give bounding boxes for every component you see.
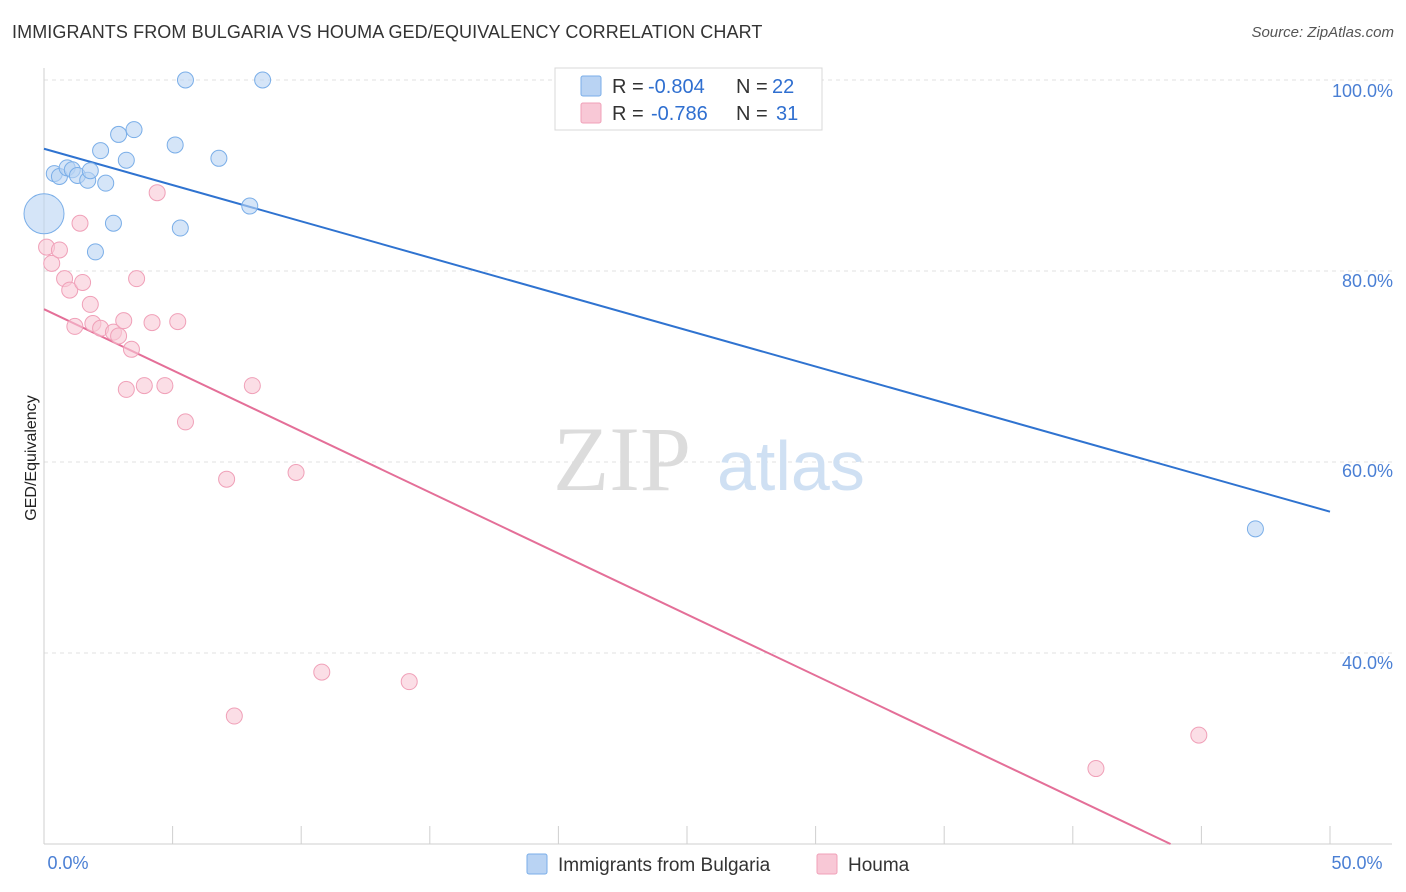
trend-lines bbox=[43, 147, 1331, 845]
point-houma bbox=[143, 314, 161, 332]
data-points bbox=[23, 71, 1264, 778]
point-bulgaria bbox=[1246, 520, 1264, 538]
point-houma bbox=[176, 413, 194, 431]
point-houma bbox=[115, 312, 133, 330]
point-bulgaria bbox=[97, 174, 115, 192]
grid-lines bbox=[44, 79, 1392, 654]
point-houma bbox=[156, 377, 174, 395]
point-bulgaria bbox=[166, 136, 184, 154]
point-houma bbox=[243, 377, 261, 395]
point-bulgaria bbox=[110, 125, 128, 143]
point-bulgaria bbox=[92, 142, 110, 160]
y-axis-label: GED/Equivalency bbox=[23, 395, 40, 520]
point-houma bbox=[135, 377, 153, 395]
y-tick-labels: 40.0% 60.0% 80.0% 100.0% bbox=[1332, 81, 1393, 673]
legend-n-value-1: 22 bbox=[772, 76, 794, 98]
legend-r-value-1: -0.804 bbox=[648, 76, 705, 98]
point-houma bbox=[313, 663, 331, 681]
series-legend: Immigrants from Bulgaria Houma bbox=[526, 853, 910, 876]
y-tick-label: 60.0% bbox=[1342, 461, 1393, 481]
watermark-zip: ZIP bbox=[553, 408, 691, 510]
point-bulgaria bbox=[23, 193, 65, 235]
point-houma bbox=[287, 464, 305, 482]
point-bulgaria bbox=[81, 162, 99, 180]
legend-n-label-2: N = bbox=[736, 103, 768, 125]
point-bulgaria bbox=[210, 149, 228, 167]
point-houma bbox=[43, 254, 61, 272]
point-houma bbox=[169, 313, 187, 331]
point-houma bbox=[61, 281, 79, 299]
series-label-houma: Houma bbox=[848, 855, 910, 876]
point-bulgaria bbox=[125, 121, 143, 139]
legend-r-value-2: -0.786 bbox=[651, 103, 708, 125]
trend-line-houma bbox=[43, 308, 1171, 845]
point-bulgaria bbox=[117, 151, 135, 169]
point-bulgaria bbox=[86, 243, 104, 261]
point-houma bbox=[218, 470, 236, 488]
series-label-bulgaria: Immigrants from Bulgaria bbox=[558, 855, 771, 876]
point-bulgaria bbox=[176, 71, 194, 89]
series-swatch-houma bbox=[816, 853, 838, 875]
legend-swatch-houma bbox=[580, 102, 602, 124]
point-houma bbox=[400, 673, 418, 691]
point-bulgaria bbox=[241, 197, 259, 215]
point-bulgaria bbox=[171, 219, 189, 237]
x-tick-label-min: 0.0% bbox=[47, 853, 88, 873]
legend-r-label-2: R = bbox=[612, 103, 644, 125]
y-tick-label: 100.0% bbox=[1332, 81, 1393, 101]
correlation-legend: R = -0.804 N = 22 R = -0.786 N = 31 bbox=[554, 67, 823, 131]
chart-title: IMMIGRANTS FROM BULGARIA VS HOUMA GED/EQ… bbox=[12, 22, 763, 42]
watermark-atlas: atlas bbox=[717, 427, 865, 505]
point-houma bbox=[110, 327, 128, 345]
point-houma bbox=[128, 270, 146, 288]
point-houma bbox=[122, 340, 140, 358]
point-houma bbox=[81, 295, 99, 313]
point-houma bbox=[225, 707, 243, 725]
point-bulgaria bbox=[254, 71, 272, 89]
point-bulgaria bbox=[104, 214, 122, 232]
y-tick-label: 80.0% bbox=[1342, 271, 1393, 291]
point-houma bbox=[71, 214, 89, 232]
legend-r-label-1: R = bbox=[612, 76, 644, 98]
trend-line-bulgaria bbox=[43, 147, 1331, 513]
point-houma bbox=[74, 273, 92, 291]
point-houma bbox=[50, 241, 68, 259]
point-houma bbox=[117, 380, 135, 398]
source-label: Source: ZipAtlas.com bbox=[1251, 24, 1394, 41]
series-swatch-bulgaria bbox=[526, 853, 548, 875]
point-houma bbox=[66, 317, 84, 335]
point-houma bbox=[1087, 760, 1105, 778]
point-houma bbox=[1190, 726, 1208, 744]
legend-n-value-2: 31 bbox=[776, 103, 798, 125]
y-tick-label: 40.0% bbox=[1342, 653, 1393, 673]
x-tick-label-max: 50.0% bbox=[1331, 853, 1382, 873]
legend-swatch-bulgaria bbox=[580, 75, 602, 97]
legend-n-label-1: N = bbox=[736, 76, 768, 98]
point-houma bbox=[148, 184, 166, 202]
